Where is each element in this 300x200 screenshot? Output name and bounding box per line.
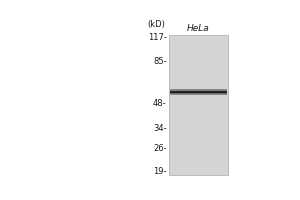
Text: 85-: 85- — [153, 57, 166, 66]
Bar — [170, 91, 227, 92]
Bar — [170, 90, 227, 91]
Bar — [170, 93, 227, 94]
Text: 117-: 117- — [148, 33, 166, 42]
Text: HeLa: HeLa — [187, 24, 210, 33]
Bar — [170, 90, 227, 91]
Bar — [170, 89, 227, 90]
Text: (kD): (kD) — [147, 20, 165, 29]
Bar — [170, 93, 227, 94]
Bar — [170, 94, 227, 95]
Bar — [170, 89, 227, 90]
Bar — [169, 35, 228, 175]
Bar — [170, 91, 227, 92]
Bar — [170, 92, 227, 93]
Bar — [170, 94, 227, 95]
Text: 26-: 26- — [153, 144, 166, 153]
Bar — [170, 90, 227, 91]
Text: 34-: 34- — [153, 124, 166, 133]
Bar — [170, 89, 227, 90]
Text: 19-: 19- — [153, 167, 166, 176]
Text: 48-: 48- — [153, 99, 166, 108]
Bar — [170, 92, 227, 93]
Bar — [170, 93, 227, 94]
Bar — [170, 94, 227, 95]
